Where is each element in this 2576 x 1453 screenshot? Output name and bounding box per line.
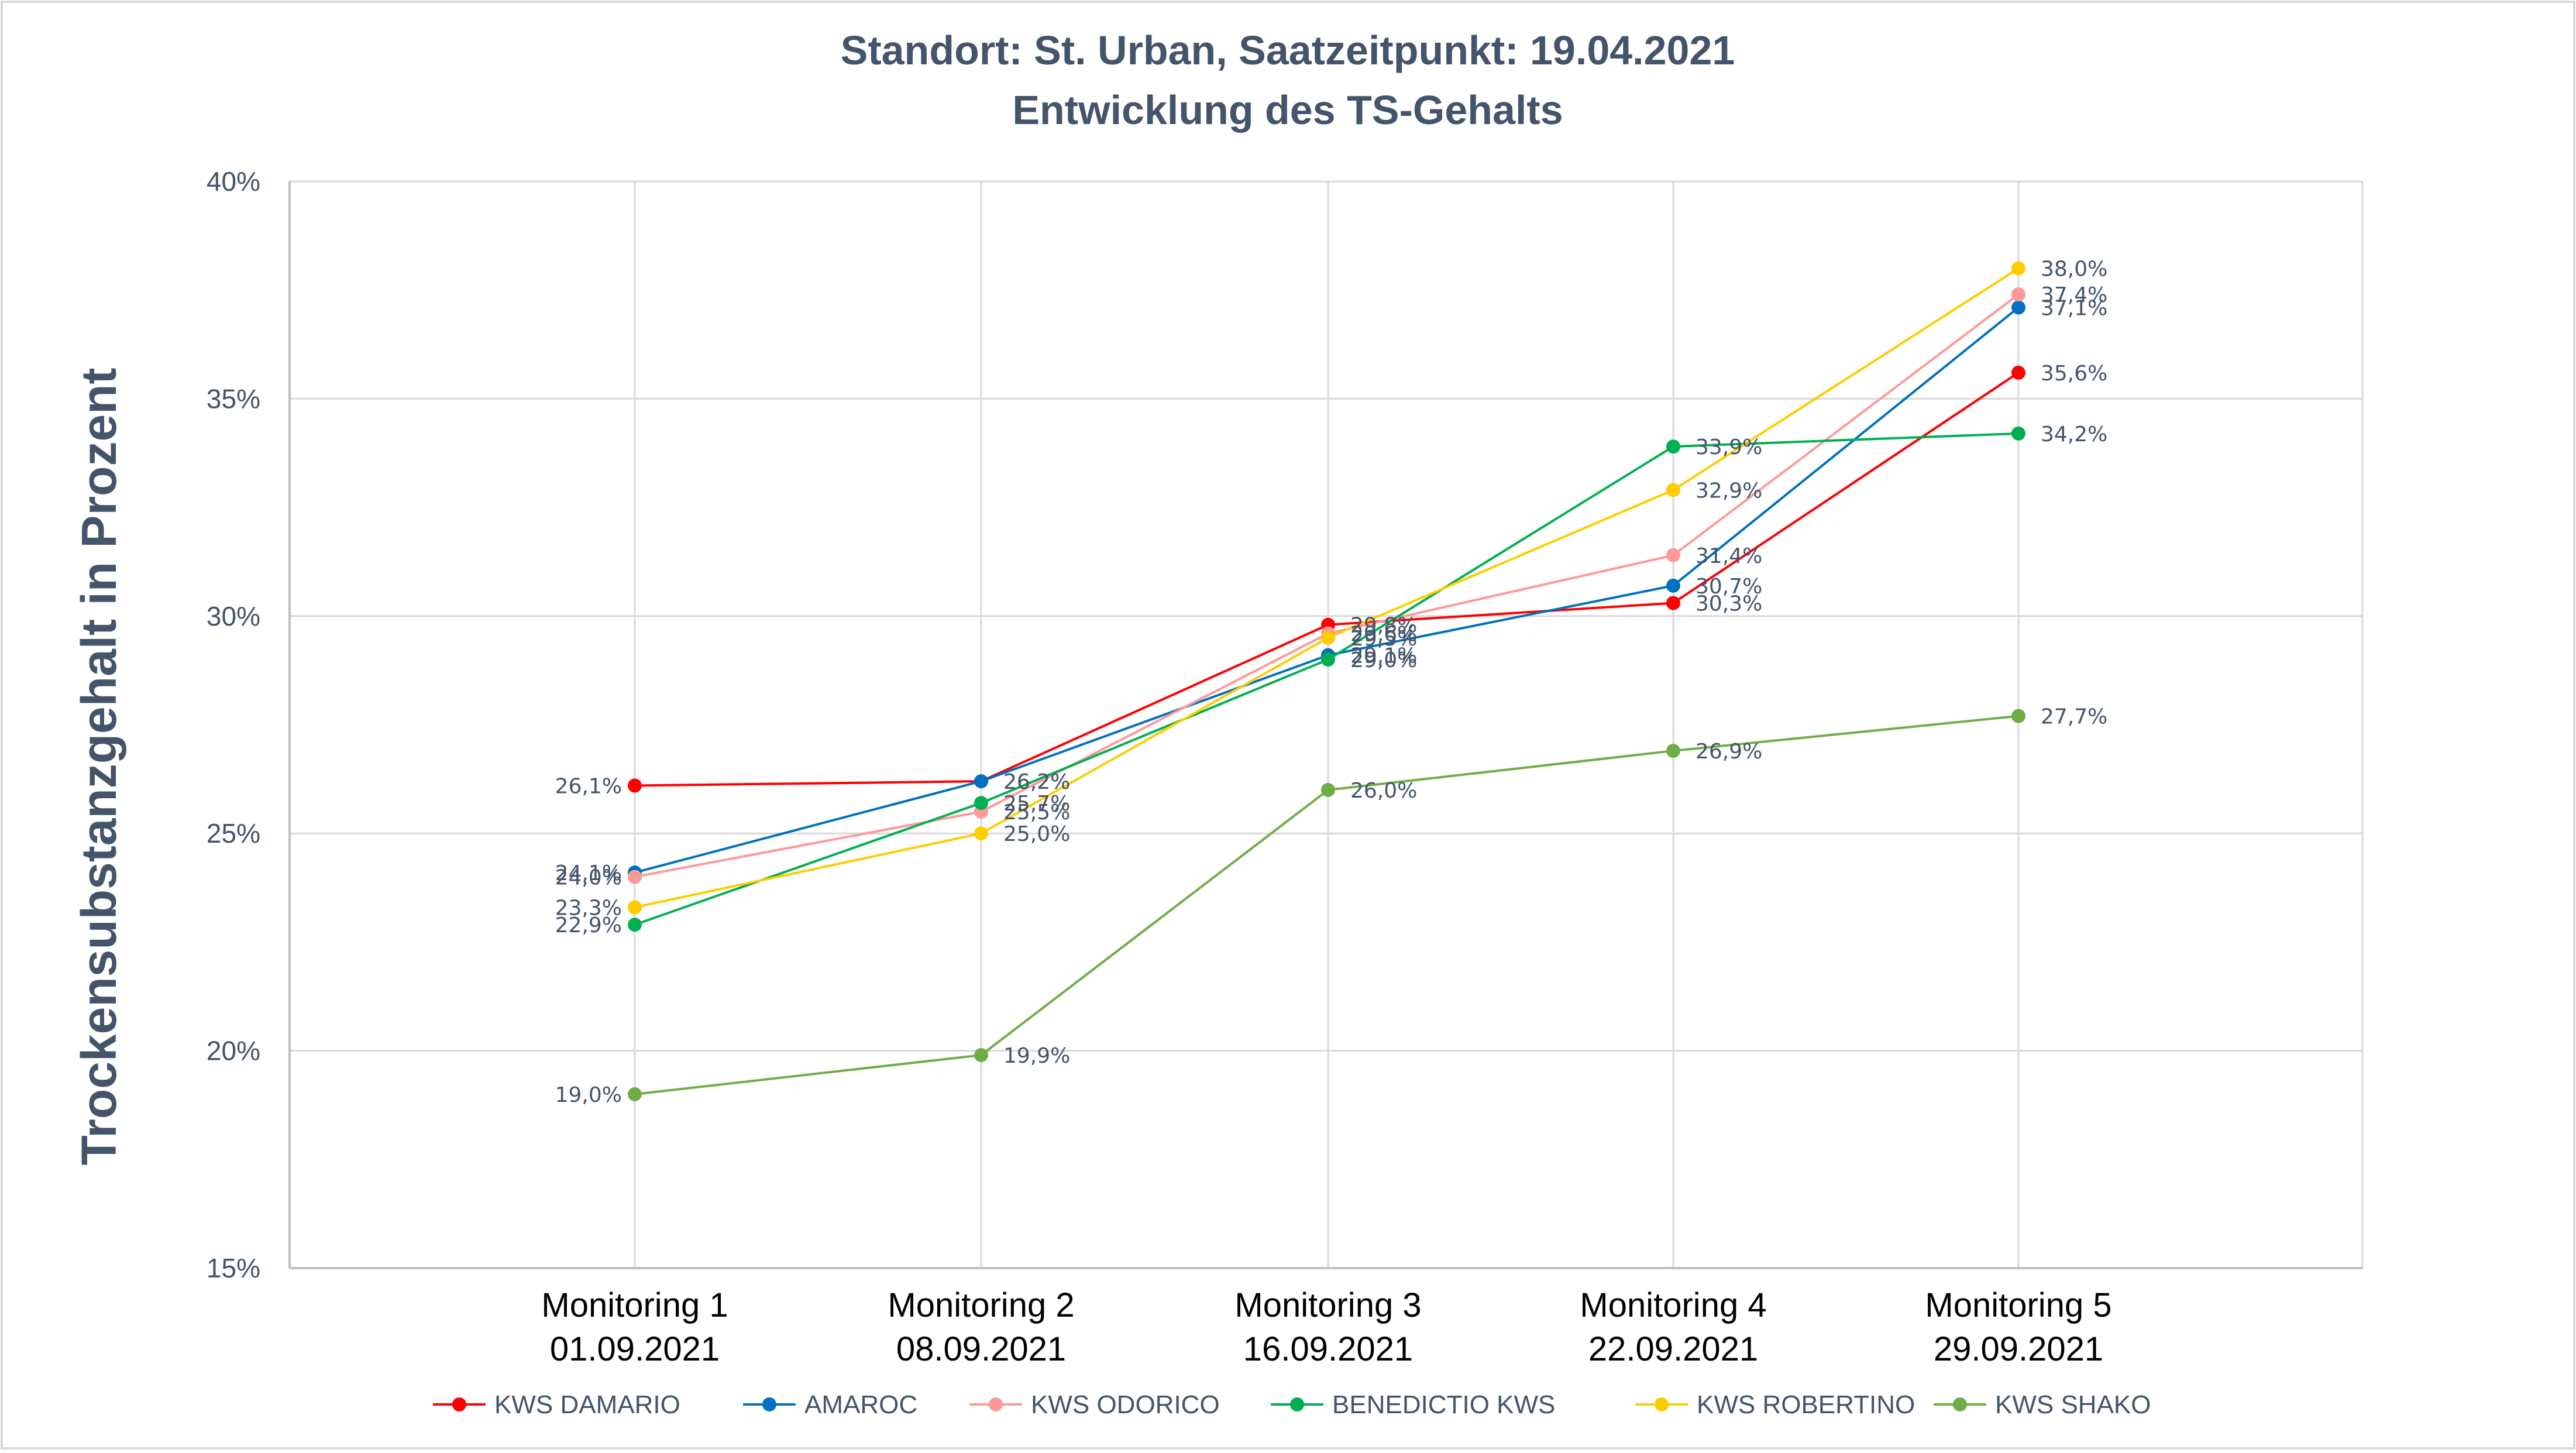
data-point <box>2011 365 2025 380</box>
data-point <box>1666 596 1680 610</box>
x-tick-label: 16.09.2021 <box>1243 1330 1413 1368</box>
x-tick-label: 01.09.2021 <box>550 1330 720 1368</box>
data-label: 32,9% <box>1695 479 1762 503</box>
data-point <box>1321 782 1335 797</box>
data-label: 25,5% <box>1003 801 1070 825</box>
data-label: 26,2% <box>1003 770 1070 794</box>
axes <box>288 181 2362 1269</box>
y-axis-ticks: 15% 20% 25% 30% 35% 40% <box>207 166 260 1283</box>
data-label: 33,9% <box>1695 435 1762 459</box>
data-point <box>2011 300 2025 315</box>
legend-marker-4 <box>1655 1397 1669 1411</box>
data-point <box>1666 483 1680 497</box>
data-point <box>1666 548 1680 562</box>
chart-title: Standort: St. Urban, Saatzeitpunkt: 19.0… <box>841 28 1735 73</box>
data-label: 37,4% <box>2041 283 2107 307</box>
data-label: 30,7% <box>1695 575 1762 599</box>
x-tick-label: Monitoring 3 <box>1234 1286 1421 1324</box>
data-label: 29,8% <box>1350 614 1417 638</box>
x-tick-label: Monitoring 2 <box>888 1286 1074 1324</box>
data-point <box>1666 744 1680 758</box>
data-point <box>2011 261 2025 276</box>
legend: KWS DAMARIO AMAROC KWS ODORICO BENEDICTIO K… <box>433 1390 2151 1419</box>
y-axis-title: Trockensubstanzgehalt in Prozent <box>71 368 126 1166</box>
data-point <box>1666 578 1680 593</box>
legend-label: KWS ROBERTINO <box>1697 1390 1915 1419</box>
data-label: 34,2% <box>2041 422 2107 446</box>
x-tick-label: Monitoring 1 <box>541 1286 728 1324</box>
y-tick-label: 35% <box>207 383 260 414</box>
data-labels: 26,1% 26,2%29,8%30,3%35,6%24,1%26,2%29,1%… <box>555 257 2108 1107</box>
data-label: 30,3% <box>1695 592 1762 616</box>
data-point <box>628 1087 642 1101</box>
legend-marker-3 <box>1290 1397 1304 1411</box>
data-point <box>628 900 642 915</box>
y-tick-label: 25% <box>207 818 260 849</box>
data-label: 31,4% <box>1695 544 1762 568</box>
data-label: 19,9% <box>1003 1044 1070 1068</box>
data-label: 26,2% <box>1003 770 1070 794</box>
legend-label: KWS DAMARIO <box>494 1390 680 1419</box>
x-tick-label: 29.09.2021 <box>1934 1330 2103 1368</box>
data-point <box>628 870 642 884</box>
data-point <box>974 826 988 841</box>
legend-marker-1 <box>762 1397 776 1411</box>
data-point <box>974 774 988 789</box>
data-label: 29,0% <box>1350 648 1417 672</box>
data-point <box>2011 709 2025 723</box>
data-label: 25,0% <box>1003 822 1070 846</box>
y-tick-label: 20% <box>207 1036 260 1066</box>
chart-subtitle: Entwicklung des TS-Gehalts <box>1012 87 1563 133</box>
legend-label: BENEDICTIO KWS <box>1332 1390 1555 1419</box>
y-tick-label: 30% <box>207 601 260 631</box>
data-point <box>1321 630 1335 645</box>
data-label: 35,6% <box>2041 362 2107 386</box>
data-label: 26,1% <box>555 774 622 798</box>
data-point <box>628 918 642 932</box>
data-label: 26,9% <box>1695 740 1762 764</box>
x-tick-label: Monitoring 4 <box>1580 1286 1766 1324</box>
data-label: 29,5% <box>1350 627 1417 651</box>
data-label: 29,1% <box>1350 644 1417 668</box>
grid-lines <box>290 180 2364 1269</box>
data-point <box>1666 439 1680 454</box>
series-lines <box>628 261 2025 1101</box>
x-tick-label: 08.09.2021 <box>896 1330 1066 1368</box>
data-label: 38,0% <box>2041 257 2107 281</box>
data-label: 27,7% <box>2041 705 2107 729</box>
y-tick-label: 15% <box>207 1253 260 1283</box>
data-point <box>2011 287 2025 302</box>
legend-marker-0 <box>452 1397 466 1411</box>
data-label: 19,0% <box>555 1083 622 1107</box>
data-label: 26,0% <box>1350 779 1417 803</box>
data-point <box>2011 426 2025 441</box>
y-tick-label: 40% <box>207 166 260 197</box>
x-axis-ticks: Monitoring 1 01.09.2021 Monitoring 2 08.09.… <box>541 1286 2111 1368</box>
data-point <box>974 1048 988 1063</box>
data-label: 23,3% <box>555 896 622 920</box>
data-label: 29,6% <box>1350 623 1417 647</box>
x-tick-label: Monitoring 5 <box>1925 1286 2111 1324</box>
legend-label: KWS SHAKO <box>1995 1390 2151 1419</box>
legend-label: AMAROC <box>804 1390 917 1419</box>
data-point <box>1321 652 1335 667</box>
data-label: 24,1% <box>555 861 622 885</box>
legend-label: KWS ODORICO <box>1031 1390 1220 1419</box>
data-label: 25,7% <box>1003 792 1070 816</box>
data-label: 37,1% <box>2041 296 2107 320</box>
data-point <box>974 796 988 810</box>
x-tick-label: 22.09.2021 <box>1588 1330 1758 1368</box>
legend-marker-2 <box>989 1397 1003 1411</box>
data-point <box>628 778 642 793</box>
data-label: 22,9% <box>555 913 622 937</box>
data-label: 24,0% <box>555 865 622 889</box>
legend-marker-5 <box>1953 1397 1967 1411</box>
